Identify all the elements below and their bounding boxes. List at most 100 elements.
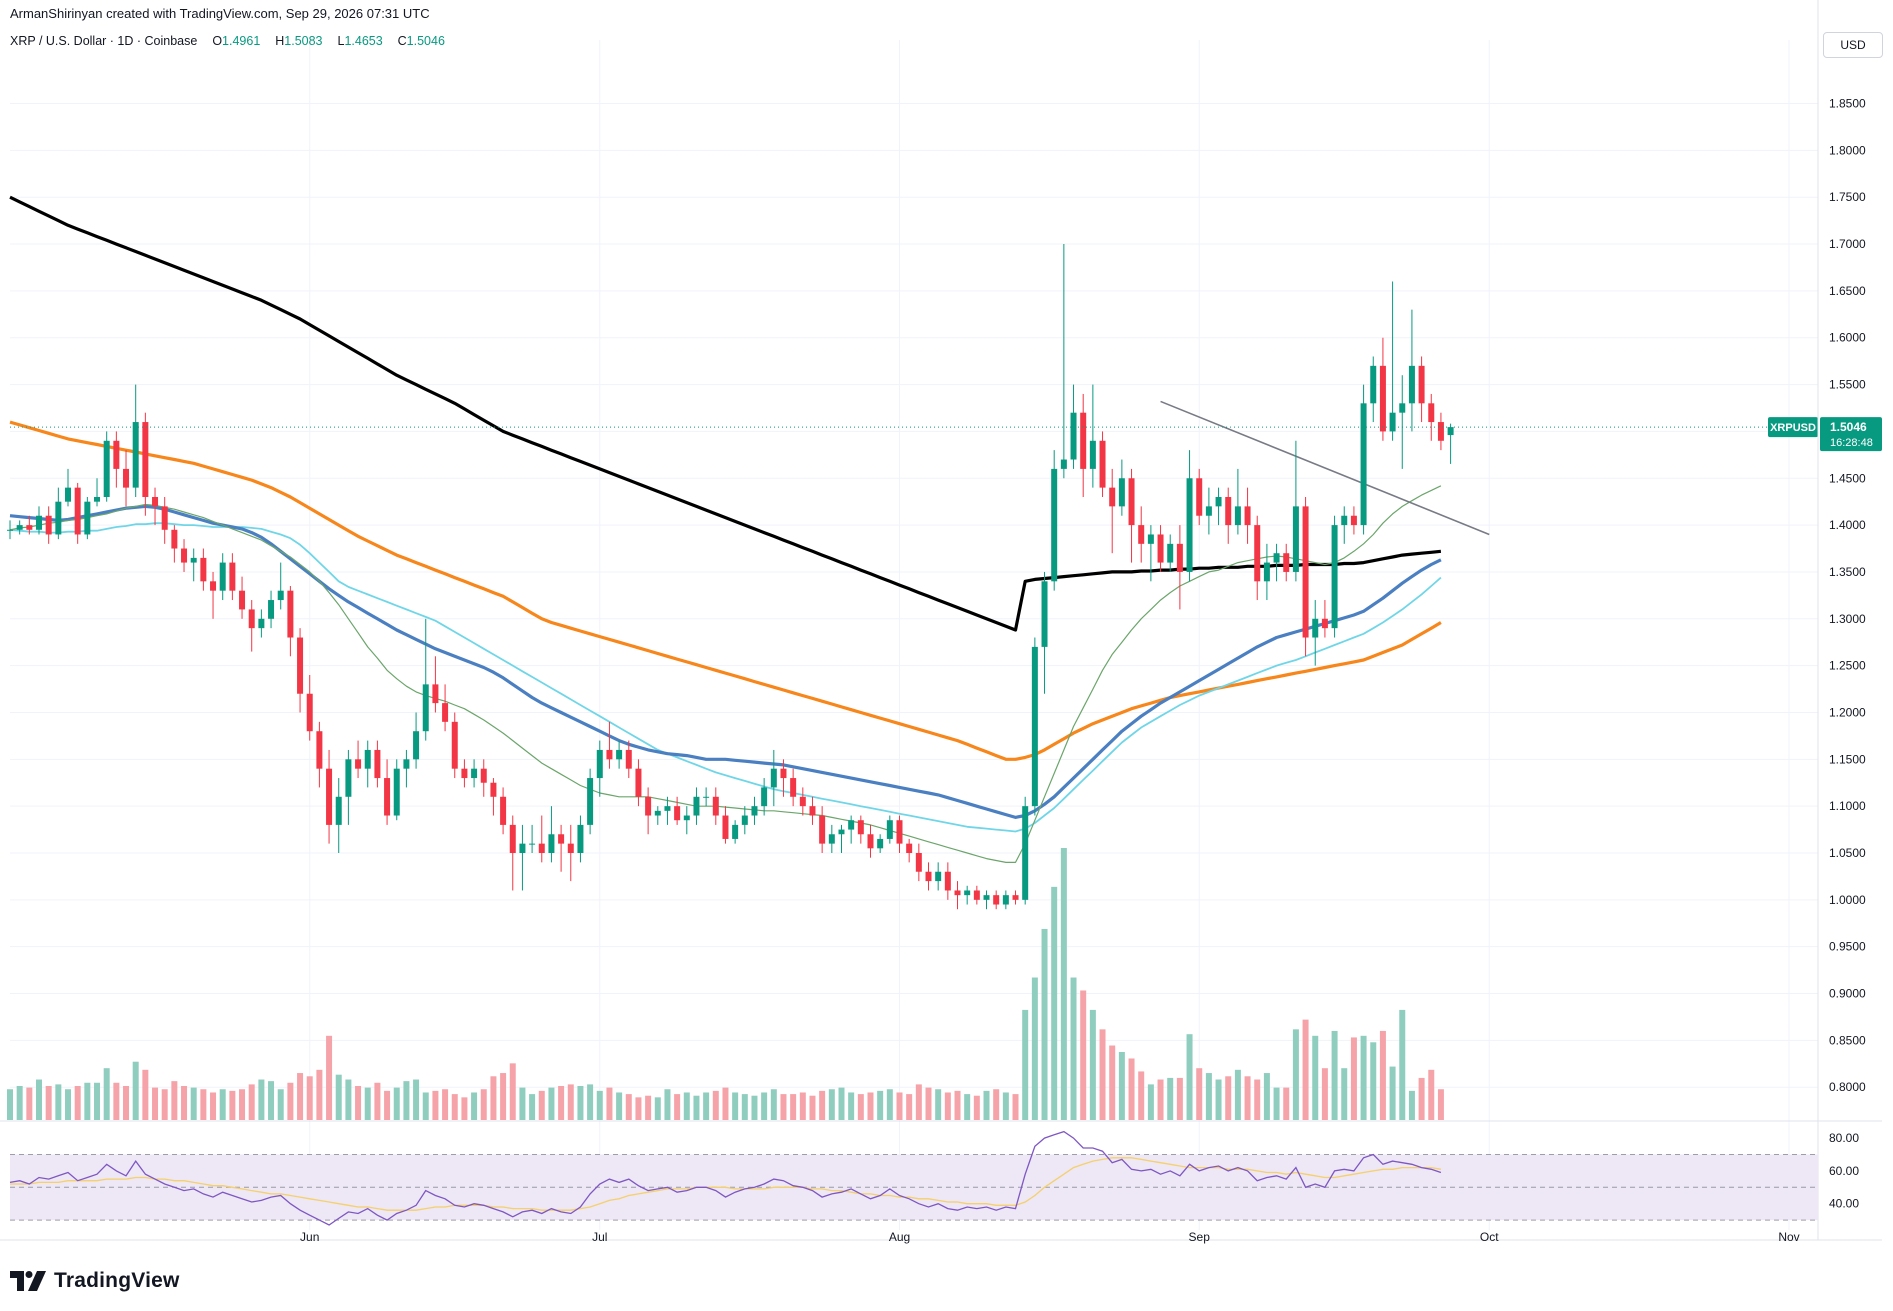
volume-bar [857,1094,864,1120]
candle-body [142,422,149,497]
symbol-legend: XRP / U.S. Dollar · 1D · Coinbase O1.496… [10,34,445,48]
symbol-tag: XRPUSD [1770,422,1816,434]
candle-body [442,703,449,722]
volume-bar [1060,848,1067,1120]
candle-body [26,525,33,530]
candle-body [587,778,594,825]
candle-body [1138,525,1145,544]
close-value: 1.5046 [406,34,445,48]
volume-bar [65,1089,72,1120]
candle-body [65,487,72,502]
trendline [1160,400,1490,536]
volume-bar [1302,1019,1309,1120]
volume-bar [1051,886,1058,1120]
volume-bar [16,1086,23,1120]
volume-bar [1205,1073,1212,1120]
candle-body [461,768,468,779]
time-axis-label: Oct [1480,1230,1499,1244]
candle-body [7,529,13,531]
ma50-line [9,504,1442,819]
volume-bar [1109,1045,1116,1120]
candle-body [616,749,623,760]
candle-body [113,440,120,469]
candle-body [1350,515,1357,526]
rsi-axis-label: 40.00 [1829,1197,1859,1211]
candle-body [645,796,652,816]
candle-body [722,815,729,839]
rsi-axis-label: 80.00 [1829,1131,1859,1145]
candle-body [1080,412,1087,469]
candles [7,244,1454,910]
candle-body [45,515,52,535]
volume-bar [355,1086,362,1120]
candle-body [1273,553,1280,563]
volume-bar [1428,1069,1435,1120]
candle-body [248,609,255,629]
candle-body [567,843,574,853]
candle-body [287,590,294,638]
volume-bar [471,1092,478,1120]
volume-bar [732,1092,739,1120]
volume-bar [432,1090,439,1120]
volume-bar [616,1092,623,1120]
candle-body [1244,506,1251,526]
volume-bar [132,1061,139,1120]
candle-body [1331,525,1338,629]
volume-bar [413,1079,420,1120]
volume-bar [306,1076,313,1120]
candle-body [1041,581,1048,647]
candle-body [703,796,710,798]
tradingview-logo[interactable]: TradingView [10,1266,180,1296]
volume-bar [248,1084,255,1120]
candle-body [1283,553,1290,572]
currency-button[interactable]: USD [1823,32,1883,58]
rsi-line [9,1130,1442,1226]
volume-bar [1031,977,1038,1120]
candle-body [103,440,110,497]
candle-body [1408,365,1415,404]
candle-body [664,806,671,811]
price-axis-label: 1.7500 [1829,190,1866,204]
volume-bar [26,1087,33,1120]
tradingview-logo-text: TradingView [54,1269,180,1292]
volume-bar [374,1082,381,1120]
volume-bar [993,1089,1000,1120]
volume-bar [403,1081,410,1120]
candle-body [983,895,990,900]
time-axis-label: Jul [592,1230,607,1244]
candle-body [277,590,284,601]
volume-bar [1312,1035,1319,1120]
candle-body [384,778,391,816]
candle-body [751,806,758,816]
candle-body [867,834,874,849]
volume-bar [558,1086,565,1120]
candle-body [1176,543,1183,572]
candle-body [413,731,420,760]
candle-body [790,778,797,797]
candle-body [915,853,922,872]
volume-bar [915,1084,922,1120]
time-axis-label: Nov [1778,1230,1799,1244]
volume-bar [287,1082,294,1120]
price-axis-label: 1.2000 [1829,705,1866,719]
volume-bar [1437,1089,1444,1120]
volume-bar [200,1089,207,1120]
volume-bar [567,1084,574,1120]
price-tag-value: 1.5046 [1830,420,1867,434]
volume-bar [7,1089,13,1120]
symbol-title[interactable]: XRP / U.S. Dollar · 1D · Coinbase [10,34,198,48]
volume-bar [848,1092,855,1120]
candle-body [403,759,410,769]
price-axis-label: 0.9000 [1829,987,1866,1001]
candle-body [838,829,845,835]
volume-bar [451,1094,458,1120]
candle-body [780,768,787,779]
volume-bar [799,1092,806,1120]
volume-bar [1321,1068,1328,1120]
candle-body [1418,365,1425,404]
volume-bar [1389,1066,1396,1120]
candle-body [1070,412,1077,460]
candle-body [480,768,487,783]
price-axis-label: 1.1000 [1829,799,1866,813]
candle-body [1234,506,1241,526]
